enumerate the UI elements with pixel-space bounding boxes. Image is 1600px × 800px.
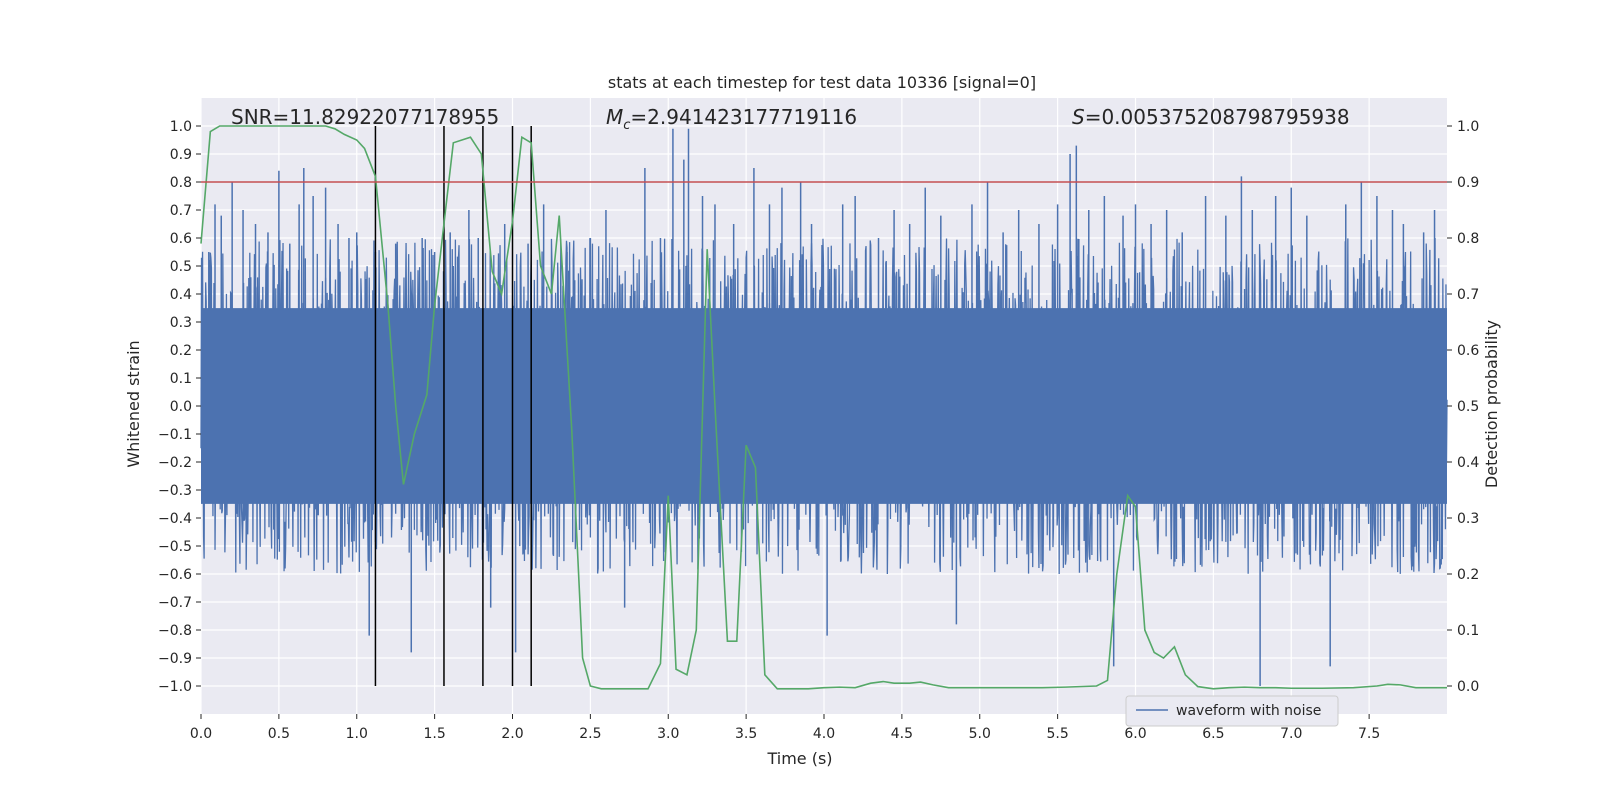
probability-series xyxy=(200,125,1447,690)
x-tick-label: 1.0 xyxy=(346,726,368,742)
y2-tick-label: 0.9 xyxy=(1457,175,1479,191)
y2-tick-label: 0.7 xyxy=(1457,287,1479,303)
y-tick-label: −0.4 xyxy=(158,511,192,527)
x-tick-label: 1.5 xyxy=(423,726,445,742)
y2-tick-label: 0.1 xyxy=(1457,623,1479,639)
waveform-core-band xyxy=(201,308,1447,504)
x-tick-label: 7.5 xyxy=(1358,726,1380,742)
y-tick-label: −0.6 xyxy=(158,567,192,583)
chirp-mass-annotation: Mc=2.941423177719116 xyxy=(606,105,857,133)
y2-tick-label: 0.0 xyxy=(1457,679,1479,695)
mc-value: =2.941423177719116 xyxy=(630,105,857,129)
y2-axis-label: Detection probability xyxy=(1482,320,1501,488)
y2-tick-label: 0.8 xyxy=(1457,231,1479,247)
legend: waveform with noise xyxy=(1125,695,1339,727)
y-tick-label: 0.1 xyxy=(170,371,192,387)
x-tick-label: 3.0 xyxy=(657,726,679,742)
mc-symbol: M xyxy=(606,105,623,129)
probability-line xyxy=(200,125,1447,690)
x-tick-label: 4.5 xyxy=(891,726,913,742)
y-tick-label: 0.5 xyxy=(170,259,192,275)
x-tick-label: 6.0 xyxy=(1124,726,1146,742)
y2-tick-label: 0.2 xyxy=(1457,567,1479,583)
x-tick-label: 5.0 xyxy=(969,726,991,742)
x-tick-label: 3.5 xyxy=(735,726,757,742)
y2-tick-label: 0.5 xyxy=(1457,399,1479,415)
waveform-series xyxy=(200,128,1448,686)
s-value: =0.005375208798795938 xyxy=(1085,105,1350,129)
chart-title: stats at each timestep for test data 103… xyxy=(608,73,1036,92)
x-tick-label: 4.0 xyxy=(813,726,835,742)
y-tick-label: −0.9 xyxy=(158,651,192,667)
x-axis-label: Time (s) xyxy=(766,749,832,768)
y-tick-label: 1.0 xyxy=(170,119,192,135)
x-tick-label: 0.5 xyxy=(268,726,290,742)
y-tick-label: −0.2 xyxy=(158,455,192,471)
y2-tick-label: 1.0 xyxy=(1457,119,1479,135)
snr-annotation: SNR=11.82922077178955 xyxy=(231,105,499,129)
mc-subscript: c xyxy=(623,118,630,133)
legend-label: waveform with noise xyxy=(1176,703,1321,719)
legend-box xyxy=(1125,695,1339,727)
y-tick-label: 0.2 xyxy=(170,343,192,359)
y2-tick-label: 0.6 xyxy=(1457,343,1479,359)
x-tick-label: 7.0 xyxy=(1280,726,1302,742)
y-axis-label: Whitened strain xyxy=(124,340,143,467)
s-annotation: S=0.005375208798795938 xyxy=(1072,105,1350,129)
y2-tick-label: 0.3 xyxy=(1457,511,1479,527)
y-tick-label: −0.5 xyxy=(158,539,192,555)
x-tick-label: 6.5 xyxy=(1202,726,1224,742)
x-tick-label: 0.0 xyxy=(190,726,212,742)
y-tick-label: −0.1 xyxy=(158,427,192,443)
y2-tick-label: 0.4 xyxy=(1457,455,1479,471)
x-tick-label: 2.5 xyxy=(579,726,601,742)
x-tick-label: 5.5 xyxy=(1046,726,1068,742)
y-tick-label: 0.8 xyxy=(170,175,192,191)
axis-ticks: 0.0 0.5 1.0 1.5 2.0 2.5 3.0 3.5 4.0 4.5 5.0 5.5 6.0 6… xyxy=(158,119,1479,742)
x-tick-label: 2.0 xyxy=(501,726,523,742)
y-tick-label: 0.6 xyxy=(170,231,192,247)
y-tick-label: 0.0 xyxy=(170,399,192,415)
y-tick-label: −0.7 xyxy=(158,595,192,611)
y-tick-label: −0.8 xyxy=(158,623,192,639)
y-tick-label: −1.0 xyxy=(158,679,192,695)
y-tick-label: 0.4 xyxy=(170,287,192,303)
s-symbol: S xyxy=(1072,105,1085,129)
y-tick-label: 0.7 xyxy=(170,203,192,219)
y-tick-label: 0.9 xyxy=(170,147,192,163)
y-tick-label: −0.3 xyxy=(158,483,192,499)
y-tick-label: 0.3 xyxy=(170,315,192,331)
